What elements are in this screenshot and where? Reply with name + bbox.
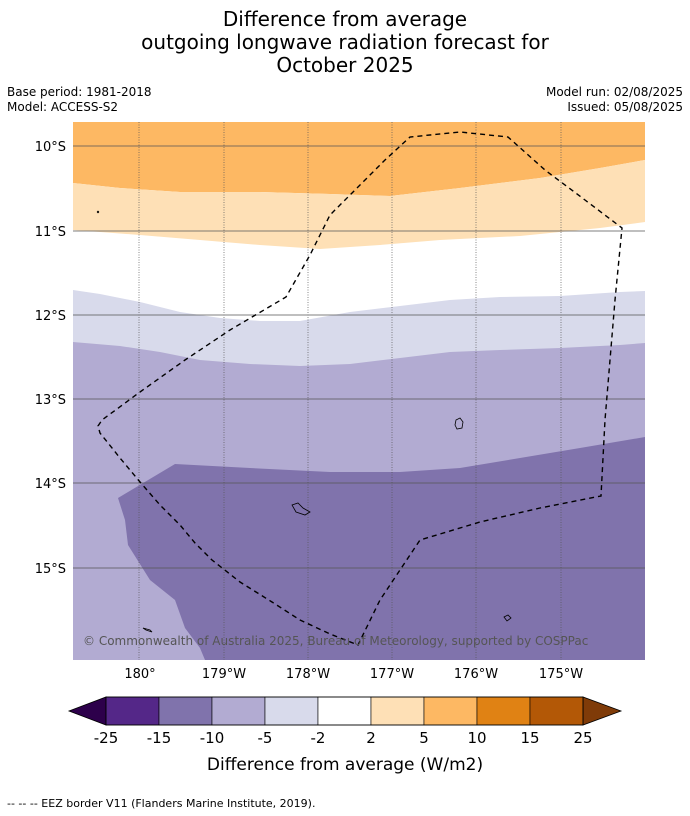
- chart-title: Difference from average outgoing longwav…: [0, 8, 690, 77]
- colorbar-segment: [211, 696, 266, 726]
- lon-label: 180°: [124, 667, 155, 682]
- colorbar-tick-label: 2: [366, 729, 376, 747]
- colorbar-label: Difference from average (W/m2): [207, 755, 483, 775]
- lat-label: 14°S: [35, 477, 66, 492]
- colorbar-segment: [529, 696, 584, 726]
- colorbar-tick-label: -10: [200, 729, 225, 747]
- lat-label: 15°S: [35, 562, 66, 577]
- band-negative-10-15: [118, 437, 645, 660]
- title-line-3: October 2025: [276, 53, 414, 77]
- colorbar-tick-label: -5: [258, 729, 273, 747]
- eez-footnote: -- -- -- EEZ border V11 (Flanders Marine…: [7, 797, 316, 810]
- title-line-2: outgoing longwave radiation forecast for: [141, 30, 549, 54]
- colorbar-segment: [476, 696, 531, 726]
- colorbar-tick-labels: -25 -15 -10 -5 -2 2 5 10 15 25: [94, 729, 593, 747]
- band-positive-2-5: [73, 160, 645, 249]
- colorbar-tick-label: -2: [311, 729, 326, 747]
- graticule-meridians: [138, 122, 562, 660]
- lon-label: 178°W: [286, 667, 330, 682]
- colorbar-over-arrow: [582, 696, 623, 726]
- meta-left: Base period: 1981-2018 Model: ACCESS-S2: [7, 85, 152, 115]
- colorbar: -25 -15 -10 -5 -2 2 5 10 15 25 Difference from av…: [67, 696, 623, 775]
- island-tutuila: [291, 502, 311, 516]
- lat-label: 12°S: [35, 309, 66, 324]
- map-figure: © Commonwealth of Australia 2025, Bureau…: [35, 122, 645, 775]
- colorbar-tick-label: 25: [573, 729, 592, 747]
- lon-label: 176°W: [454, 667, 498, 682]
- lat-label: 11°S: [35, 225, 66, 240]
- islands: [96, 210, 512, 633]
- lat-label: 13°S: [35, 393, 66, 408]
- base-period: Base period: 1981-2018: [7, 85, 152, 99]
- model-run: Model run: 02/08/2025: [545, 85, 683, 99]
- colorbar-segment: [105, 696, 160, 726]
- colorbar-segment: [158, 696, 213, 726]
- issued-date: Issued: 05/08/2025: [567, 100, 683, 114]
- lon-label: 179°W: [202, 667, 246, 682]
- longitude-labels: 180° 179°W 178°W 177°W 176°W 175°W: [124, 667, 583, 682]
- colorbar-frame: [105, 696, 584, 726]
- colorbar-segment: [264, 696, 319, 726]
- lon-label: 177°W: [370, 667, 414, 682]
- colorbar-tick-label: -25: [94, 729, 119, 747]
- colorbar-segment: [423, 696, 478, 726]
- copyright-text: © Commonwealth of Australia 2025, Bureau…: [83, 634, 588, 648]
- island-rose: [503, 614, 512, 622]
- colorbar-tick-label: 15: [520, 729, 539, 747]
- latitude-labels: 10°S 11°S 12°S 13°S 14°S 15°S: [35, 140, 66, 577]
- title-line-1: Difference from average: [222, 7, 468, 31]
- colorbar-segments: [105, 696, 584, 726]
- colorbar-tick-label: 5: [419, 729, 429, 747]
- colorbar-tick-label: -15: [147, 729, 172, 747]
- meta-right: Model run: 02/08/2025 Issued: 05/08/2025: [546, 85, 683, 115]
- lon-label: 175°W: [539, 667, 583, 682]
- colorbar-under-arrow: [67, 696, 107, 726]
- colorbar-segment: [370, 696, 425, 726]
- island-dot: [96, 210, 100, 214]
- island-small-west: [142, 627, 153, 633]
- island-swains: [454, 417, 464, 430]
- band-positive-5-10: [73, 122, 645, 196]
- model-name: Model: ACCESS-S2: [7, 100, 119, 114]
- colorbar-tick-label: 10: [467, 729, 486, 747]
- map-area: © Commonwealth of Australia 2025, Bureau…: [73, 122, 645, 660]
- lat-label: 10°S: [35, 140, 66, 155]
- colorbar-segment: [317, 696, 372, 726]
- graticule-parallels: [73, 145, 645, 569]
